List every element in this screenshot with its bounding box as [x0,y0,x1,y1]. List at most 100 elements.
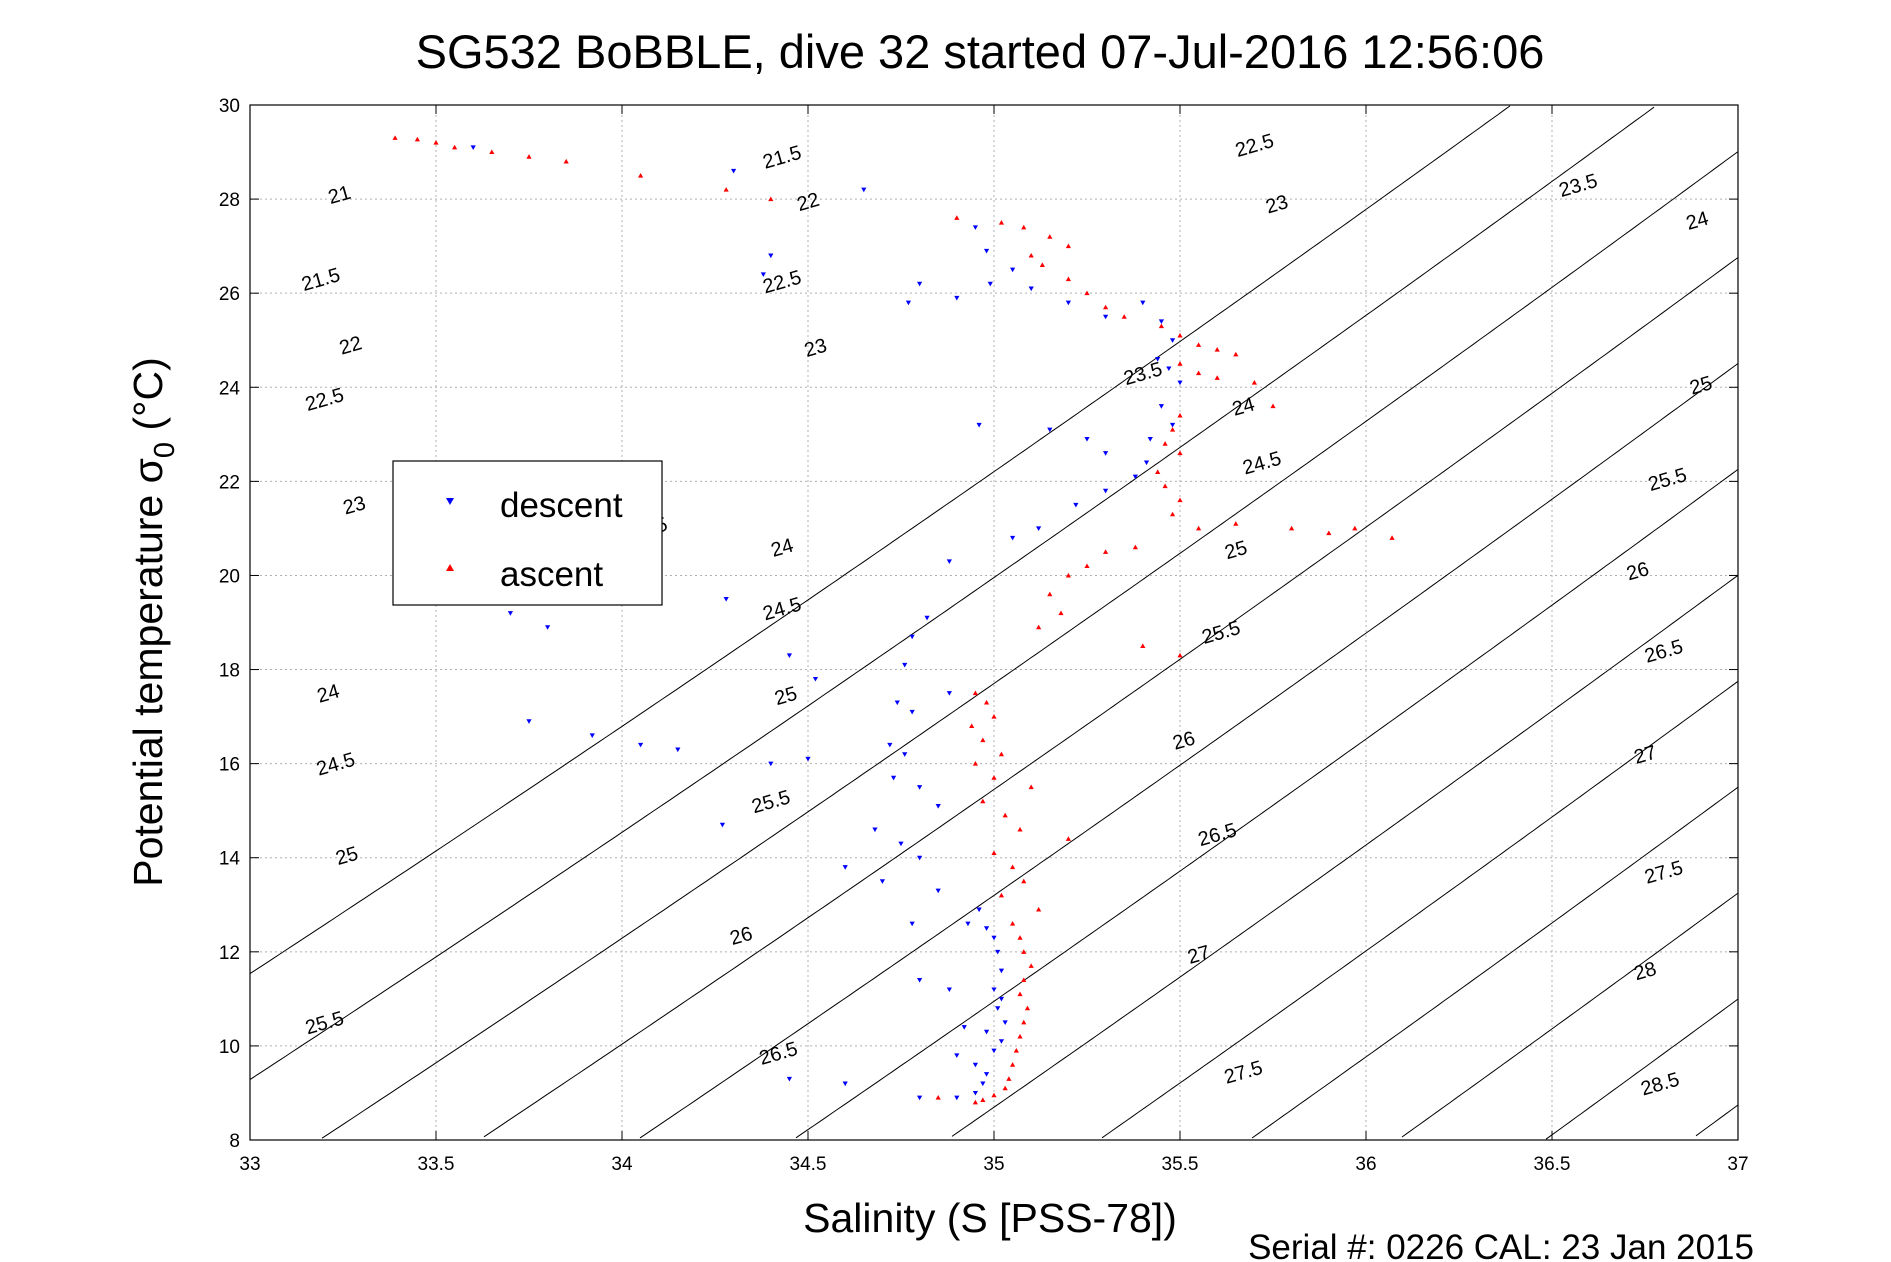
chart-title: SG532 BoBBLE, dive 32 started 07-Jul-201… [416,25,1545,78]
density-contour-line [1251,786,1739,1139]
y-axis-label: Potential temperature σ0 (°C) [125,357,181,887]
descent-point [983,926,990,931]
descent-point [987,281,993,287]
descent-point [1047,427,1053,433]
ascent-point [980,1097,986,1103]
ascent-point [1121,314,1127,319]
descent-point [983,248,990,254]
ascent-point [998,892,1005,898]
descent-point [760,272,766,277]
legend-ascent-marker [446,564,454,571]
descent-point [507,611,513,616]
ascent-point [392,135,398,140]
ascent-point [1024,1005,1031,1011]
descent-point [1103,314,1109,320]
ascent-point [1214,347,1220,352]
x-axis-tick-labels: 33 33.5 34 34.5 35 35.5 36 36.5 37 [239,1154,1748,1175]
ascent-point [1017,1033,1023,1039]
ascent-point [1065,572,1071,578]
ascent-point [1010,864,1016,870]
descent-point [935,803,941,809]
ascent-point [1389,535,1395,540]
legend-ascent-label: ascent [500,555,603,594]
ascent-point [526,154,532,159]
descent-point [1073,502,1079,508]
ascent-point [983,699,990,705]
y-tick-label: 14 [219,849,241,870]
descent-point [995,949,1001,955]
descent-point [976,422,982,428]
descent-point [1084,437,1090,442]
x-tick-label: 34 [611,1154,633,1175]
y-tick-label: 8 [229,1131,240,1152]
descent-point [898,841,904,847]
descent-point [976,907,982,913]
x-tick-label: 33 [239,1154,260,1175]
descent-point [638,742,644,748]
ascent-point [563,158,569,164]
descent-point [902,752,908,757]
descent-point [917,978,923,983]
y-tick-label: 30 [219,96,240,117]
ascent-point [1233,351,1239,357]
descent-point [946,987,952,993]
descent-point [917,1095,923,1101]
descent-point [589,733,595,739]
descent-point [1010,535,1016,541]
descent-point [786,653,792,659]
descent-point [1103,451,1109,456]
ascent-point [1084,563,1090,569]
density-contour-line [951,574,1739,1137]
descent-point [972,1090,978,1096]
descent-point [894,700,900,706]
y-axis-tick-labels: 8 10 12 14 16 18 20 22 24 26 28 30 [219,96,241,1152]
y-tick-label: 28 [219,190,240,211]
ascent-point [1270,403,1276,409]
ascent-point [972,690,978,696]
descent-point [954,1053,960,1058]
descent-point [980,1081,986,1087]
descent-point [995,1006,1001,1011]
descent-point [972,225,978,230]
descent-point [470,145,476,150]
ascent-point [1158,323,1164,329]
ascent-point [1036,906,1042,912]
descent-point [768,761,774,767]
descent-point [972,1062,978,1068]
descent-point [842,865,848,870]
ascent-point [991,775,997,780]
ascent-point [1169,427,1176,432]
y-tick-label: 16 [219,755,240,776]
descent-point [909,634,915,640]
density-contours [249,105,1739,1140]
descent-point [965,921,971,927]
ascent-point [1013,1048,1019,1053]
ascent-point [972,761,978,766]
series-ascent [392,135,1395,1105]
y-tick-label: 12 [219,943,240,964]
descent-point [902,662,908,668]
ascent-point [1010,1062,1016,1067]
descent-point [675,747,681,753]
ascent-point [991,1092,997,1098]
ascent-point [1177,652,1183,658]
ascent-point [1214,375,1220,380]
descent-point [998,996,1005,1002]
ascent-point [1155,469,1161,474]
descent-point [1155,357,1161,362]
density-contour-line [483,257,1739,1138]
density-contour-line [639,363,1739,1139]
x-tick-label: 34.5 [790,1154,827,1175]
y-tick-label: 18 [219,661,240,682]
ascent-point [1233,521,1239,526]
x-tick-label: 37 [1727,1154,1748,1175]
data-series [392,135,1395,1105]
ascent-point [998,220,1005,225]
descent-point [887,742,893,748]
descent-point [872,827,878,833]
descent-point [1147,437,1153,442]
y-tick-label: 20 [219,566,240,587]
ascent-point [1196,342,1202,347]
ascent-point [1002,812,1008,818]
descent-point [1158,319,1164,325]
